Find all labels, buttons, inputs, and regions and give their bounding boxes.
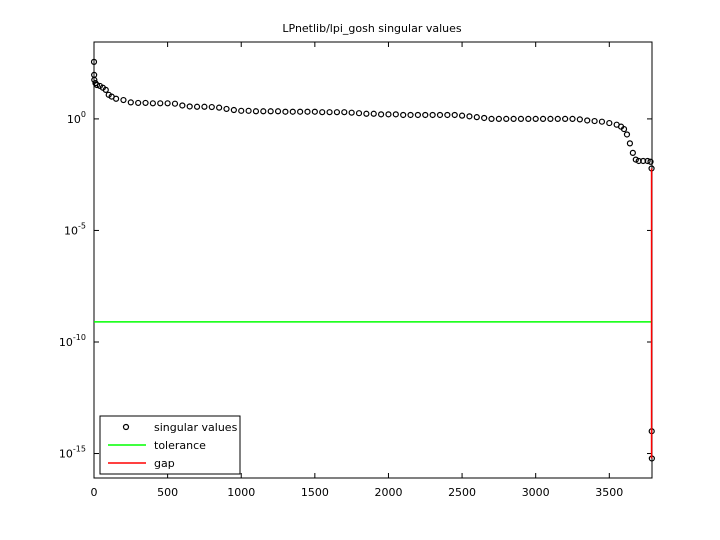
data-point xyxy=(93,81,101,89)
data-point xyxy=(186,103,193,110)
data-point xyxy=(429,111,436,119)
data-point xyxy=(576,116,583,123)
data-point xyxy=(626,140,634,147)
x-tick-label: 1500 xyxy=(301,486,329,499)
y-tick-label: 100 xyxy=(67,110,86,126)
x-tick-label: 2500 xyxy=(448,486,476,499)
data-point xyxy=(282,108,289,115)
data-point xyxy=(414,111,422,119)
legend-label: tolerance xyxy=(154,439,206,452)
data-point xyxy=(466,113,473,120)
data-point xyxy=(245,107,252,114)
data-point xyxy=(201,103,208,110)
legend-label: gap xyxy=(154,457,175,470)
data-point xyxy=(319,109,326,116)
data-point xyxy=(400,111,407,119)
data-point xyxy=(606,119,613,127)
data-point xyxy=(216,104,223,111)
data-point xyxy=(274,108,282,115)
data-point xyxy=(127,99,134,106)
data-point xyxy=(157,100,164,107)
data-point xyxy=(102,86,109,93)
data-point xyxy=(238,107,245,114)
data-point xyxy=(623,131,631,138)
data-point xyxy=(647,158,654,165)
data-point xyxy=(171,100,179,107)
data-point xyxy=(341,109,348,116)
x-tick-label: 1000 xyxy=(227,486,255,499)
y-tick-label: 10-15 xyxy=(59,445,86,461)
data-point xyxy=(385,111,392,118)
data-point xyxy=(370,110,377,117)
data-point xyxy=(91,76,98,84)
data-point xyxy=(304,108,311,115)
data-point xyxy=(377,111,385,118)
x-tick-label: 2000 xyxy=(374,486,402,499)
data-point xyxy=(422,111,429,119)
data-point xyxy=(525,115,532,123)
data-point xyxy=(591,117,598,125)
data-point xyxy=(436,111,444,119)
data-point xyxy=(355,110,363,117)
data-point xyxy=(517,115,525,123)
data-point xyxy=(503,115,510,123)
data-point xyxy=(451,111,458,119)
data-point xyxy=(193,103,201,110)
data-point xyxy=(629,149,636,156)
y-tick-label: 10-10 xyxy=(59,333,86,349)
data-point xyxy=(488,115,495,123)
data-point xyxy=(149,100,156,107)
data-point xyxy=(562,115,569,123)
x-tick-label: 3000 xyxy=(522,486,550,499)
data-point xyxy=(297,108,304,115)
data-point xyxy=(326,109,333,116)
chart-title: LPnetlib/lpi_gosh singular values xyxy=(282,22,462,35)
data-point xyxy=(112,95,120,102)
legend-marker xyxy=(122,423,130,431)
data-point xyxy=(620,125,628,133)
data-point xyxy=(532,115,539,123)
x-tick-label: 500 xyxy=(157,486,178,499)
data-point xyxy=(289,108,296,115)
data-point xyxy=(230,106,237,114)
data-point xyxy=(481,114,488,122)
data-point xyxy=(164,100,171,107)
data-point xyxy=(644,157,651,165)
data-point xyxy=(348,109,355,116)
data-point xyxy=(458,112,466,119)
data-point xyxy=(90,58,98,65)
data-point xyxy=(120,96,127,104)
data-point xyxy=(333,109,341,116)
data-point xyxy=(208,103,215,111)
data-point xyxy=(495,115,502,123)
data-point xyxy=(252,108,260,115)
y-tick-label: 10-5 xyxy=(64,221,86,237)
data-point xyxy=(363,110,370,117)
data-point xyxy=(547,115,554,123)
x-tick-label: 0 xyxy=(91,486,98,499)
data-point xyxy=(142,99,149,107)
data-point xyxy=(179,102,186,109)
data-point xyxy=(569,115,576,123)
data-point xyxy=(407,111,414,119)
data-point xyxy=(554,115,561,123)
data-point xyxy=(598,118,606,125)
data-point xyxy=(584,117,591,124)
data-point xyxy=(135,99,142,107)
x-tick-label: 3500 xyxy=(595,486,623,499)
data-point xyxy=(311,108,318,115)
data-point xyxy=(223,105,230,113)
data-point xyxy=(267,108,274,115)
data-point xyxy=(510,115,517,123)
data-point xyxy=(632,156,639,163)
plot-area xyxy=(93,41,653,479)
data-point xyxy=(539,115,547,123)
data-point xyxy=(473,114,480,121)
data-point xyxy=(260,108,267,115)
legend-label: singular values xyxy=(154,421,238,434)
data-point xyxy=(444,111,451,119)
data-point xyxy=(392,111,399,118)
